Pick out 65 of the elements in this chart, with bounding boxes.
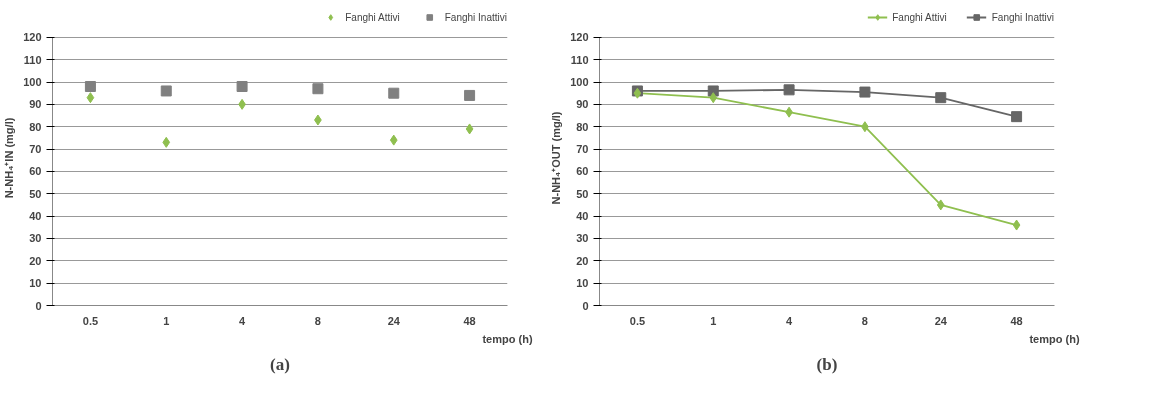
y-tick-label: 70 [29,143,42,156]
y-tick-label: 50 [576,187,589,200]
text: (b) [816,354,838,374]
x-tick-label: 8 [861,314,868,327]
point [1011,111,1023,123]
x-tick-label: 8 [314,314,321,327]
point [936,199,945,211]
x-axis-title: tempo (h) [482,332,533,345]
x-tick-label: 24 [387,314,401,327]
x-tick-label: 1 [710,314,717,327]
y-tick-label: 0 [582,299,589,312]
point [859,86,871,98]
point [783,84,795,96]
legend-label: Fanghi Inattivi [991,10,1054,24]
y-tick-label: 60 [29,165,42,178]
y-tick-label: 20 [29,254,42,267]
y-tick-label: 120 [23,31,42,44]
x-tick-label: 4 [239,314,247,327]
x-tick-label: 48 [1010,314,1023,327]
x-tick-label: 0.5 [82,314,99,327]
y-tick-label: 50 [29,187,42,200]
y-tick-label: 30 [29,232,42,245]
y-tick-label: 60 [576,165,589,178]
y-tick-label: 30 [576,232,589,245]
y-tick-label: 20 [576,254,589,267]
point [312,83,324,95]
y-axis-title: N-NH₄⁺IN (mg/l) [3,117,16,199]
point [162,136,171,148]
y-tick-label: 40 [576,210,589,223]
x-tick-label: 1 [163,314,170,327]
legend-label: Fanghi Attivi [345,10,400,24]
point [389,134,398,146]
point [465,123,474,135]
text: (a) [270,354,290,374]
y-tick-label: 80 [576,120,589,133]
point [1012,219,1021,231]
x-tick-label: 4 [786,314,794,327]
x-axis-title: tempo (h) [1029,332,1080,345]
point [935,92,947,104]
y-tick-label: 80 [29,120,42,133]
legend-label: Fanghi Inattivi [444,10,507,24]
point [709,92,718,104]
y-tick-label: 0 [35,299,42,312]
point [84,80,96,92]
y-tick-label: 100 [23,76,42,89]
y-tick-label: 90 [29,98,42,111]
x-tick-label: 0.5 [629,314,646,327]
y-tick-label: 10 [576,277,589,290]
y-tick-label: 110 [570,53,589,66]
point [236,80,248,92]
y-tick-label: 40 [29,210,42,223]
y-axis-title: N-NH₄⁺OUT (mg/l) [550,111,563,205]
point [160,85,172,97]
point [86,92,95,104]
y-tick-label: 100 [570,76,589,89]
y-tick-label: 90 [576,98,589,111]
point [388,87,400,99]
legend-label: Fanghi Attivi [892,10,947,24]
y-tick-label: 10 [29,277,42,290]
point [464,89,476,101]
x-tick-label: 48 [463,314,476,327]
x-tick-label: 24 [934,314,948,327]
y-tick-label: 120 [570,31,589,44]
y-tick-label: 70 [576,143,589,156]
y-tick-label: 110 [23,53,42,66]
